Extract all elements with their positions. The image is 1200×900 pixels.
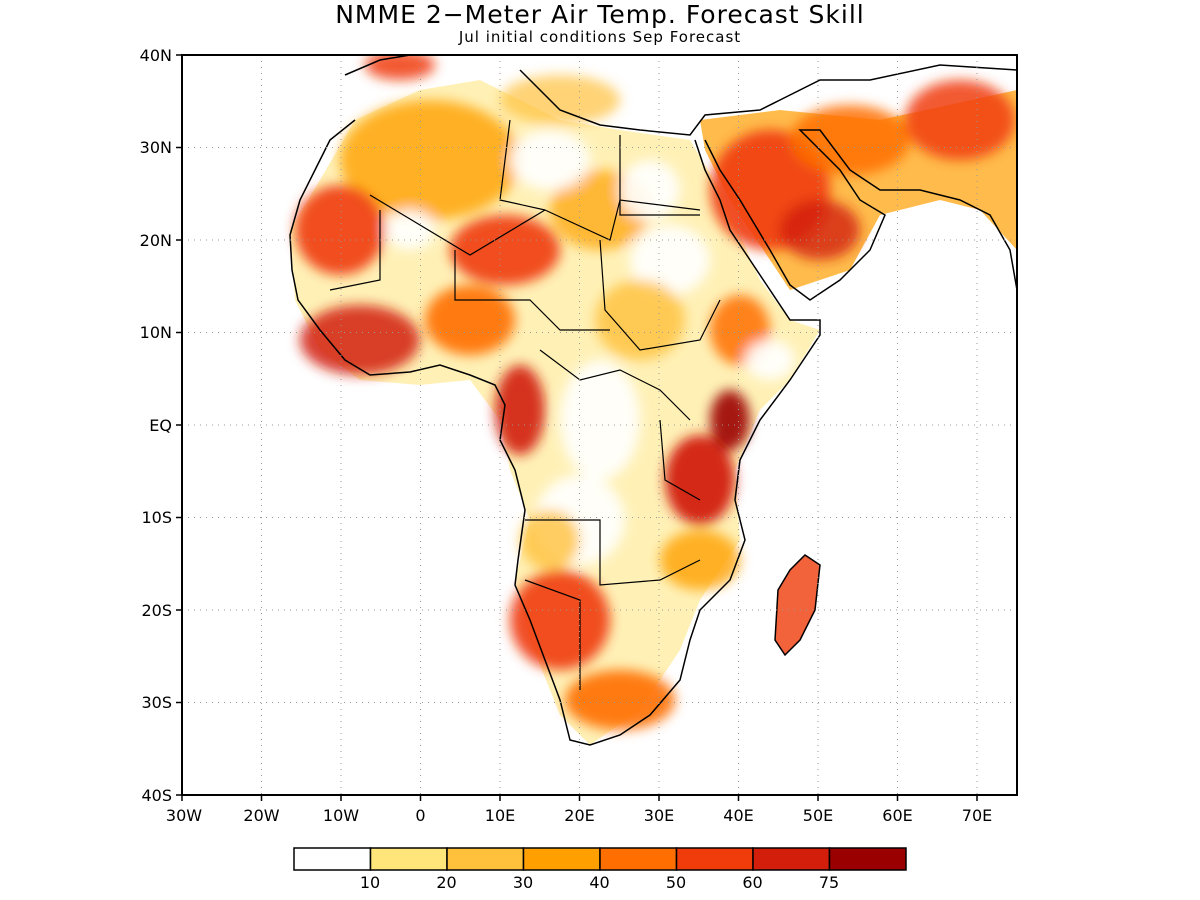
map-title: NMME 2−Meter Air Temp. Forecast Skill (335, 0, 865, 29)
coastlines (289, 55, 1017, 746)
lat-label-40n: 40N (140, 46, 172, 65)
colorbar-swatch (599, 847, 678, 871)
lon-label-20e: 20E (564, 806, 594, 825)
lon-label-20w: 20W (243, 806, 279, 825)
lat-label-20n: 20N (140, 231, 172, 250)
lon-label-40e: 40E (723, 806, 753, 825)
lon-label-10e: 10E (485, 806, 515, 825)
lat-label-30n: 30N (140, 138, 172, 157)
lat-label-10s: 10S (141, 508, 172, 527)
lon-label-0: 0 (415, 806, 425, 825)
lon-label-50e: 50E (803, 806, 833, 825)
colorbar-label-50: 50 (666, 873, 686, 892)
colorbar-label-30: 30 (513, 873, 533, 892)
skill-blobs (295, 55, 1015, 730)
colorbar-swatch (522, 847, 601, 871)
lon-label-10w: 10W (323, 806, 359, 825)
lat-labels: 40N 30N 20N 10N EQ 10S 20S 30S 40S (140, 46, 172, 805)
colorbar-swatch (369, 847, 448, 871)
country-borders (329, 119, 721, 690)
colorbar-label-20: 20 (436, 873, 456, 892)
colorbar-labels: 10 20 30 40 50 60 75 (360, 873, 839, 892)
lat-label-10n: 10N (140, 323, 172, 342)
colorbar-swatch (752, 847, 831, 871)
colorbar-label-60: 60 (742, 873, 762, 892)
colorbar-label-40: 40 (589, 873, 609, 892)
colorbar-swatch (446, 847, 525, 871)
madagascar-land-fill (775, 555, 820, 655)
map-subtitle: Jul initial conditions Sep Forecast (458, 28, 742, 46)
lon-label-30e: 30E (644, 806, 674, 825)
colorbar-label-75: 75 (819, 873, 839, 892)
colorbar-swatch (828, 847, 907, 871)
colorbar-swatch (293, 847, 372, 871)
lat-label-20s: 20S (141, 601, 172, 620)
lon-label-70e: 70E (962, 806, 992, 825)
lat-label-30s: 30S (141, 693, 172, 712)
colorbar-label-10: 10 (360, 873, 380, 892)
lon-tick-marks (181, 795, 978, 801)
lon-label-30w: 30W (166, 806, 202, 825)
colorbar (293, 847, 907, 871)
lon-label-60e: 60E (882, 806, 912, 825)
lat-label-eq: EQ (149, 416, 172, 435)
lat-tick-marks (176, 54, 182, 796)
skill-field (290, 55, 1017, 745)
lat-label-40s: 40S (141, 786, 172, 805)
lon-labels: 30W 20W 10W 0 10E 20E 30E 40E 50E 60E 70… (166, 806, 992, 825)
colorbar-swatch (675, 847, 754, 871)
